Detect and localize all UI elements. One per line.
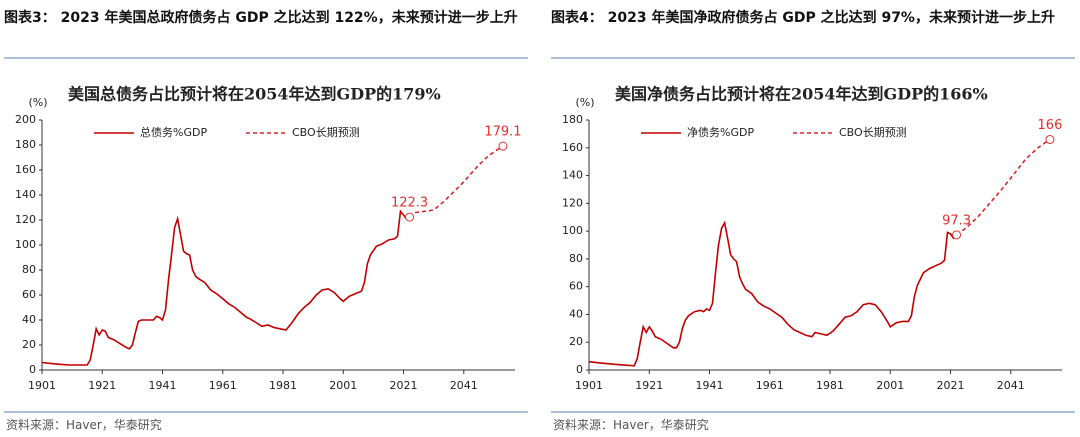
x-tick-label: 2021 [937,379,965,392]
x-tick-label: 1901 [28,379,56,392]
x-tick-label: 2001 [876,379,904,392]
figure-title: 图表4： 2023 年美国净政府债务占 GDP 之比达到 97%，未来预计进一步… [551,10,1055,26]
x-tick-label: 1961 [756,379,784,392]
legend-label: CBO长期预测 [292,126,360,139]
annotation-label: 166 [1038,118,1063,133]
y-axis-label: (%) [575,96,594,109]
annotation-marker [1045,134,1055,144]
y-tick-label: 120 [562,196,583,209]
x-tick-label: 2021 [390,379,418,392]
x-tick-label: 1981 [816,379,844,392]
y-tick-label: 180 [15,138,36,151]
y-tick-label: 60 [22,288,36,301]
y-tick-label: 100 [15,238,36,251]
y-tick-label: 160 [15,163,36,176]
chart-title: 美国净债务占比预计将在2054年达到GDP的166% [615,85,988,104]
y-axis-label: (%) [28,96,47,109]
annotation-label: 122.3 [391,196,428,211]
y-tick-label: 0 [29,363,36,376]
source: 资料来源：Haver，华泰研究 [553,418,709,432]
x-tick-label: 1901 [575,379,603,392]
y-tick-label: 140 [15,188,36,201]
x-tick-label: 1981 [269,379,297,392]
series-line [588,220,958,367]
y-tick-label: 40 [22,313,36,326]
annotation-marker [405,212,415,222]
y-tick-label: 40 [569,307,583,320]
chart-title: 美国总债务占比预计将在2054年达到GDP的179% [68,85,441,104]
series-line [956,138,1051,236]
y-tick-label: 80 [569,252,583,265]
x-tick-label: 2041 [450,379,478,392]
series-line [41,209,410,366]
annotation-label: 179.1 [484,125,521,140]
y-tick-label: 180 [562,113,583,126]
x-tick-label: 2001 [329,379,357,392]
annotation-marker [952,230,962,240]
x-tick-label: 2041 [997,379,1025,392]
figure-title: 图表3： 2023 年美国总政府债务占 GDP 之比达到 122%，未来预计进一… [4,10,518,26]
y-tick-label: 80 [22,263,36,276]
y-tick-label: 120 [15,213,36,226]
y-tick-label: 20 [22,338,36,351]
legend-label: 净债务%GDP [687,125,754,139]
x-tick-label: 1921 [635,379,663,392]
x-tick-label: 1941 [149,379,177,392]
y-tick-label: 60 [569,280,583,293]
series-line [409,145,504,218]
annotation-marker [498,141,508,151]
y-tick-label: 200 [15,113,36,126]
annotation-label: 97.3 [942,213,971,228]
x-tick-label: 1941 [696,379,724,392]
source: 资料来源：Haver，华泰研究 [6,418,162,432]
y-tick-label: 0 [576,363,583,376]
legend-label: CBO长期预测 [839,126,907,139]
y-tick-label: 20 [569,335,583,348]
x-tick-label: 1961 [209,379,237,392]
y-tick-label: 100 [562,224,583,237]
x-tick-label: 1921 [88,379,116,392]
y-tick-label: 140 [562,169,583,182]
legend-label: 总债务%GDP [140,125,207,139]
y-tick-label: 160 [562,141,583,154]
